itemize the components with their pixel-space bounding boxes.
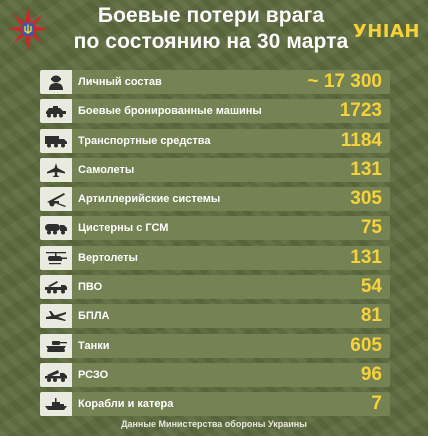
row-value: 1184 (340, 129, 382, 151)
row-label: БПЛА (78, 310, 110, 323)
row-label: Артиллерийские системы (78, 193, 221, 206)
row-armored-vehicles: Боевые бронированные машины 1723 (40, 99, 390, 124)
fuel-tanker-icon (40, 216, 72, 241)
tank-icon (40, 333, 72, 358)
armed-forces-emblem-icon (8, 7, 48, 51)
row-value: 1723 (339, 100, 382, 122)
row-value: 81 (360, 305, 382, 327)
row-label: Цистерны с ГСМ (78, 222, 169, 235)
row-fuel-tankers: Цистерны с ГСМ 75 (40, 216, 390, 241)
row-value: 96 (360, 363, 382, 385)
artillery-icon (40, 187, 72, 212)
rocket-launcher-icon (40, 362, 72, 387)
row-value: ~ 17 300 (307, 71, 383, 92)
row-ships: Корабли и катера 7 (40, 392, 390, 417)
row-value: 131 (350, 246, 382, 268)
row-drones: БПЛА 81 (40, 304, 390, 329)
row-personnel: Личный состав ~ 17 300 (40, 70, 390, 94)
row-aircraft: Самолеты 131 (40, 157, 390, 182)
row-label: Корабли и катера (78, 398, 174, 411)
header: Боевые потери врага по состоянию на 30 м… (0, 0, 428, 62)
row-helicopters: Вертолеты 131 (40, 245, 390, 270)
row-value: 54 (360, 276, 382, 298)
row-label: Боевые бронированные машины (78, 105, 262, 118)
title-line-1: Боевые потери врага (97, 4, 325, 27)
row-label: Танки (78, 339, 110, 352)
brand-logo: УНIАН (352, 21, 420, 42)
air-defense-icon (40, 275, 72, 300)
drone-icon (40, 304, 72, 329)
row-value: 605 (350, 334, 382, 356)
row-mlrs: РСЗО 96 (40, 362, 390, 387)
row-tanks: Танки 605 (40, 333, 390, 358)
ship-icon (40, 392, 72, 417)
armored-vehicle-icon (40, 99, 72, 124)
row-value: 131 (350, 158, 382, 180)
title-line-2: по состоянию на 30 марта (73, 30, 349, 53)
row-label: Самолеты (78, 163, 135, 176)
jet-icon (40, 157, 72, 182)
row-label: Вертолеты (78, 251, 138, 264)
losses-list: Личный состав ~ 17 300 Боевые бронирован… (40, 70, 390, 422)
row-value: 7 (371, 393, 382, 415)
row-label: Транспортные средства (78, 134, 211, 147)
truck-icon (40, 128, 72, 153)
row-value: 75 (360, 217, 382, 239)
row-label: ПВО (78, 281, 103, 294)
soldier-icon (40, 70, 72, 94)
row-label: РСЗО (78, 368, 109, 381)
row-label: Личный состав (78, 76, 162, 88)
row-artillery: Артиллерийские системы 305 (40, 187, 390, 212)
helicopter-icon (40, 245, 72, 270)
row-air-defense: ПВО 54 (40, 275, 390, 300)
row-value: 305 (350, 188, 382, 210)
source-footer: Данные Министерства обороны Украины (121, 419, 307, 429)
row-vehicles: Транспортные средства 1184 (40, 128, 390, 153)
page-title: Боевые потери врага по состоянию на 30 м… (56, 3, 366, 55)
